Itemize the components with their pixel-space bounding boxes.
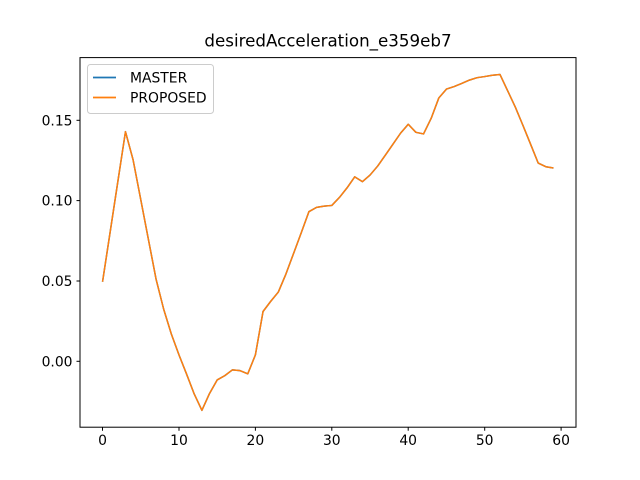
axes-spines xyxy=(79,57,577,428)
y-tick-label: 0.05 xyxy=(42,274,73,290)
x-tick-label: 40 xyxy=(399,433,417,449)
legend-label-proposed: PROPOSED xyxy=(130,91,207,107)
y-tick-label: 0.00 xyxy=(42,354,73,370)
legend-box xyxy=(87,64,214,114)
legend-label-master: MASTER xyxy=(130,71,188,87)
x-tick-label: 20 xyxy=(247,433,265,449)
x-tick-label: 60 xyxy=(552,433,570,449)
legend: MASTER PROPOSED xyxy=(87,64,214,114)
axes-layer: 0 10 20 30 40 50 60 0.00 0.05 0.10 0.15 xyxy=(42,57,577,449)
x-tick-label: 10 xyxy=(170,433,188,449)
x-tick-label: 30 xyxy=(323,433,341,449)
chart-title: desiredAcceleration_e359eb7 xyxy=(204,31,451,52)
y-tick-label: 0.15 xyxy=(42,113,73,129)
x-tick-label: 50 xyxy=(476,433,494,449)
series-line-proposed xyxy=(101,73,554,412)
x-tick-label: 0 xyxy=(98,433,107,449)
series-layer xyxy=(101,73,554,412)
series-line-master xyxy=(101,73,554,412)
y-tick-label: 0.10 xyxy=(42,194,73,210)
